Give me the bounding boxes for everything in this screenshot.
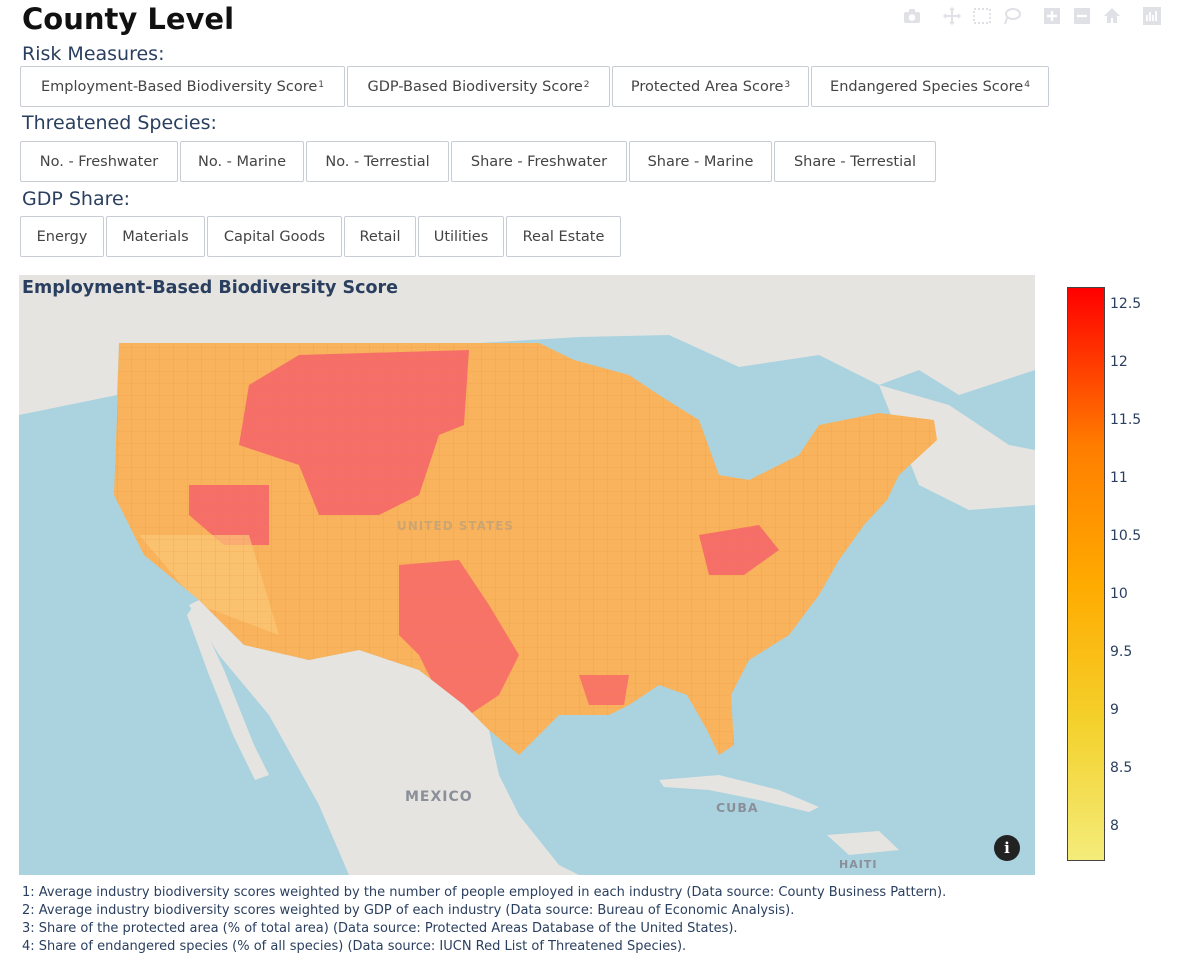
zoom-in-icon[interactable] [1042, 6, 1062, 26]
share-freshwater-button[interactable]: Share - Freshwater [451, 141, 627, 182]
canada-east-landmass [879, 385, 1035, 510]
energy-button[interactable]: Energy [20, 216, 104, 257]
risk-measures-buttons: Employment-Based Biodiversity Score 1 GDP… [20, 66, 1049, 107]
utilities-button[interactable]: Utilities [418, 216, 504, 257]
map-canvas [19, 275, 1035, 875]
colorbar-tick-label: 11 [1110, 470, 1128, 487]
camera-icon[interactable] [902, 6, 922, 26]
gdp-biodiversity-button[interactable]: GDP-Based Biodiversity Score 2 [347, 66, 610, 107]
footnote-4: 4: Share of endangered species (% of all… [22, 939, 687, 954]
share-marine-button[interactable]: Share - Marine [629, 141, 772, 182]
colorbar-tick-label: 12.5 [1110, 296, 1142, 313]
cuba-landmass [659, 775, 819, 812]
threatened-species-buttons: No. - Freshwater No. - Marine No. - Terr… [20, 141, 936, 182]
no-marine-button[interactable]: No. - Marine [180, 141, 304, 182]
box-select-icon[interactable] [972, 6, 992, 26]
zoom-out-icon[interactable] [1072, 6, 1092, 26]
map-label-united-states: UNITED STATES [397, 519, 515, 533]
lasso-select-icon[interactable] [1002, 6, 1022, 26]
colorbar-tick-label: 10.5 [1110, 528, 1142, 545]
map-info-button[interactable]: i [994, 835, 1020, 861]
footnote-3: 3: Share of the protected area (% of tot… [22, 921, 738, 936]
colorbar-tick-label: 9 [1110, 702, 1119, 719]
colorbar-tick-label: 12 [1110, 354, 1128, 371]
map-label-mexico: MEXICO [405, 789, 473, 805]
protected-area-button[interactable]: Protected Area Score 3 [612, 66, 809, 107]
map-label-cuba: CUBA [716, 800, 759, 815]
page-title: County Level [22, 2, 235, 36]
map-label-haiti: HAITI [839, 858, 878, 871]
colorbar-tick-label: 11.5 [1110, 412, 1142, 429]
colorbar-tick-label: 8.5 [1110, 760, 1133, 777]
gdp-share-buttons: Energy Materials Capital Goods Retail Ut… [20, 216, 621, 257]
endangered-species-button[interactable]: Endangered Species Score 4 [811, 66, 1049, 107]
colorbar [1067, 287, 1105, 861]
hispaniola-landmass [827, 831, 899, 855]
footnote-2: 2: Average industry biodiversity scores … [22, 903, 795, 918]
threatened-species-label: Threatened Species: [22, 112, 217, 134]
retail-button[interactable]: Retail [344, 216, 416, 257]
share-terrestial-button[interactable]: Share - Terrestial [774, 141, 936, 182]
colorbar-tick-label: 8 [1110, 818, 1119, 835]
colorbar-tick-label: 9.5 [1110, 644, 1133, 661]
choropleth-map[interactable]: Employment-Based Biodiversity Score UNIT… [19, 275, 1035, 875]
colorbar-tick-label: 10 [1110, 586, 1128, 603]
employment-biodiversity-button[interactable]: Employment-Based Biodiversity Score 1 [20, 66, 345, 107]
no-freshwater-button[interactable]: No. - Freshwater [20, 141, 178, 182]
home-icon[interactable] [1102, 6, 1122, 26]
us-counties[interactable] [99, 335, 959, 795]
materials-button[interactable]: Materials [106, 216, 205, 257]
no-terrestial-button[interactable]: No. - Terrestial [306, 141, 449, 182]
capital-goods-button[interactable]: Capital Goods [207, 216, 342, 257]
footnotes: 1: Average industry biodiversity scores … [22, 884, 946, 956]
canada-landmass [19, 275, 1035, 415]
gdp-share-label: GDP Share: [22, 188, 131, 210]
baja-landmass [187, 605, 269, 780]
mexico-landmass [189, 600, 579, 875]
pan-icon[interactable] [942, 6, 962, 26]
footnote-1: 1: Average industry biodiversity scores … [22, 885, 947, 900]
map-title: Employment-Based Biodiversity Score [22, 278, 398, 298]
real-estate-button[interactable]: Real Estate [506, 216, 621, 257]
plotly-logo-icon[interactable] [1142, 6, 1162, 26]
risk-measures-label: Risk Measures: [22, 43, 165, 65]
